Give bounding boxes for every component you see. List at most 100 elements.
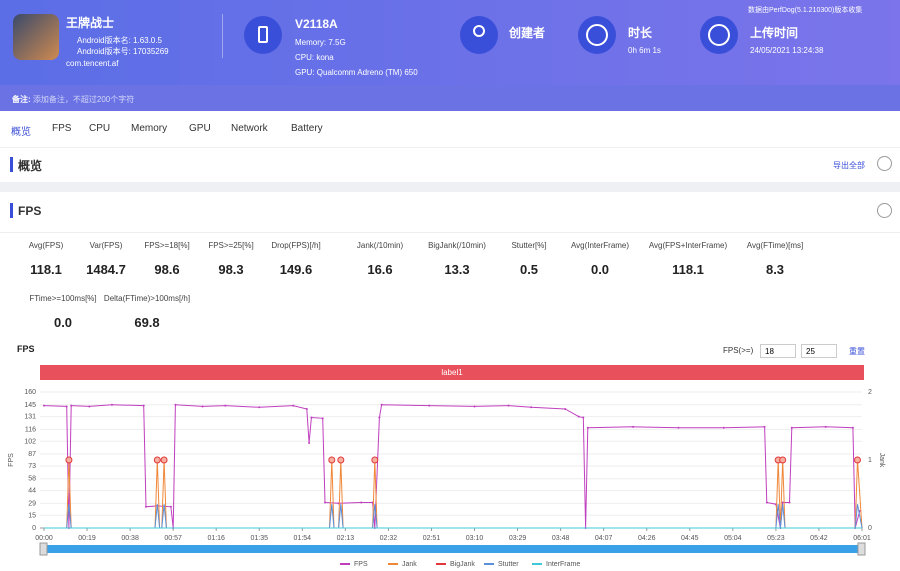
fps-title: FPS	[18, 204, 42, 218]
y2-axis-label: Jank	[878, 453, 885, 468]
duration: 0h 6m 1s	[628, 46, 661, 55]
collapse-button[interactable]	[877, 203, 892, 218]
tab[interactable]: CPU	[89, 123, 111, 134]
tab[interactable]: Battery	[291, 123, 323, 134]
legend-label: BigJank	[450, 561, 475, 568]
range-slider[interactable]	[44, 545, 862, 553]
legend-label: InterFrame	[546, 561, 580, 568]
slider-handle[interactable]	[39, 542, 48, 556]
y-tick-label: 87	[28, 451, 36, 458]
export-link[interactable]: 导出全部	[833, 161, 865, 170]
jank-point	[337, 456, 345, 464]
point	[70, 404, 73, 407]
point	[201, 405, 204, 408]
point	[144, 505, 147, 508]
y-tick-label: 15	[28, 512, 36, 519]
point	[677, 426, 680, 429]
point	[110, 403, 113, 406]
note-input[interactable]: 添加备注，不超过200个字符	[32, 95, 135, 104]
x-tick-label: 02:13	[337, 535, 355, 542]
point	[88, 405, 91, 408]
stat-value: 118.1	[30, 262, 62, 277]
y-tick-label: 160	[24, 389, 36, 396]
tab[interactable]: FPS	[52, 123, 72, 134]
tab[interactable]: Memory	[131, 123, 168, 134]
x-tick-label: 00:00	[35, 535, 53, 542]
stat-value: 0.0	[590, 262, 610, 277]
stat-label: Stutter[%]	[511, 241, 547, 250]
source-note: 数据由PerfDog(5.1.210300)版本收集	[748, 7, 863, 14]
x-tick-label: 05:23	[767, 535, 785, 542]
tab[interactable]: GPU	[189, 123, 211, 134]
point	[851, 426, 854, 429]
x-tick-label: 04:26	[638, 535, 656, 542]
stat-value: 98.6	[154, 262, 180, 277]
x-tick-label: 03:10	[466, 535, 484, 542]
upload-label: 上传时间	[750, 26, 799, 40]
threshold-label: FPS(>=)	[723, 346, 754, 355]
collapse-button[interactable]	[877, 156, 892, 171]
y-tick-label: 73	[28, 463, 36, 470]
duration-label: 时长	[628, 26, 653, 40]
stat-label: FPS>=18[%]	[144, 241, 190, 250]
threshold-high[interactable]	[801, 344, 837, 358]
stat-value: 69.8	[134, 315, 160, 330]
tab[interactable]: 概览	[11, 127, 31, 138]
point	[65, 405, 68, 408]
point	[292, 404, 295, 407]
version-name: Android版本名: 1.63.0.5	[77, 36, 162, 45]
user-icon	[460, 16, 498, 54]
note-bar: 备注: 添加备注，不超过200个字符	[0, 85, 900, 111]
fps-section: FPS Avg(FPS) 118.1 Var(FPS) 1484.7 FPS>=18[%…	[0, 192, 900, 571]
point	[378, 416, 381, 419]
label-band	[40, 365, 864, 380]
jank-point	[65, 456, 73, 464]
y-tick-label: 58	[28, 476, 36, 483]
x-tick-label: 02:51	[423, 535, 441, 542]
jank-point	[853, 456, 861, 464]
overview-title: 概览	[18, 159, 43, 173]
point	[321, 417, 324, 420]
point	[577, 415, 580, 418]
device: V2118A	[295, 17, 338, 31]
point	[308, 442, 311, 444]
point	[310, 416, 313, 419]
point	[142, 404, 145, 407]
clock-icon	[578, 16, 616, 54]
stat-label: BigJank(/10min)	[428, 241, 486, 250]
point	[258, 406, 261, 409]
x-tick-label: 02:32	[380, 535, 398, 542]
note-label: 备注:	[12, 95, 31, 104]
y-tick-label: 0	[32, 525, 36, 532]
accent	[10, 157, 13, 172]
y-tick-label: 102	[24, 438, 36, 445]
y-tick-label: 116	[25, 426, 36, 433]
stat-label: FPS>=25[%]	[208, 241, 254, 250]
slider-handle[interactable]	[857, 542, 866, 556]
tab[interactable]: Network	[231, 123, 268, 134]
y-tick-label: 29	[28, 500, 36, 507]
stat-label: Var(FPS)	[89, 241, 123, 250]
stat-value: 98.3	[218, 262, 244, 277]
stat-label: Avg(FTime)[ms]	[746, 241, 804, 250]
package: com.tencent.af	[66, 59, 119, 68]
reset-link[interactable]: 重置	[849, 347, 865, 356]
overview-section: 概览 导出全部	[0, 148, 900, 182]
stat-value: 8.3	[765, 262, 785, 277]
jank-point	[779, 456, 787, 464]
x-tick-label: 06:01	[853, 535, 871, 542]
threshold-low[interactable]	[760, 344, 796, 358]
jank-point	[153, 456, 161, 464]
x-tick-label: 01:16	[207, 535, 225, 542]
point	[824, 425, 827, 428]
x-tick-label: 03:29	[509, 535, 527, 542]
y-tick-label: 44	[28, 488, 36, 495]
stat-value: 1484.7	[86, 262, 126, 277]
jank-point	[371, 456, 379, 464]
jank-point	[328, 456, 336, 464]
legend-label: Stutter	[498, 561, 519, 568]
point	[788, 501, 791, 504]
y2-tick-label: 0	[868, 525, 872, 532]
point	[632, 425, 635, 428]
